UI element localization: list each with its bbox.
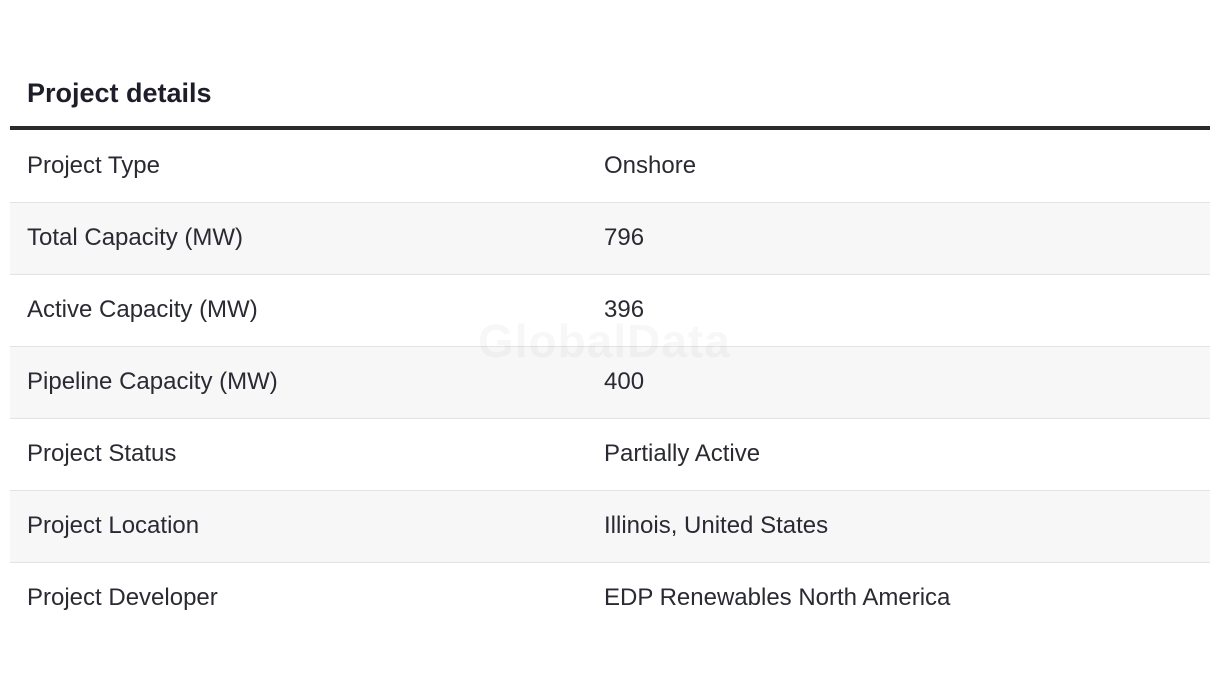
row-value: 396 [604,296,645,323]
section-title: Project details [27,78,212,108]
project-details-panel: Project details Project Type Onshore Tot… [10,0,1210,634]
table-row: Total Capacity (MW) 796 [10,202,1210,274]
row-label: Total Capacity (MW) [27,224,244,251]
row-value: Onshore [604,151,697,179]
row-label: Active Capacity (MW) [27,296,258,323]
row-value: Illinois, United States [604,512,829,539]
table-row: Project Type Onshore [10,130,1210,202]
row-value: EDP Renewables North America [604,584,951,612]
row-value: Partially Active [604,440,761,467]
table-row: Project Location Illinois, United States [10,490,1210,562]
header-divider [10,126,1210,130]
row-label: Pipeline Capacity (MW) [27,368,278,395]
row-value: 796 [604,224,645,251]
table-row: Project Developer EDP Renewables North A… [10,562,1210,634]
table-row: Project Status Partially Active [10,418,1210,490]
row-label: Project Location [27,512,200,539]
row-label: Project Developer [27,584,218,612]
row-value: 400 [604,368,645,395]
table-row: Pipeline Capacity (MW) 400 [10,346,1210,418]
row-label: Project Type [27,151,160,179]
project-details-table: Project Type Onshore Total Capacity (MW)… [10,130,1210,634]
row-label: Project Status [27,440,177,467]
table-row: Active Capacity (MW) 396 [10,274,1210,346]
